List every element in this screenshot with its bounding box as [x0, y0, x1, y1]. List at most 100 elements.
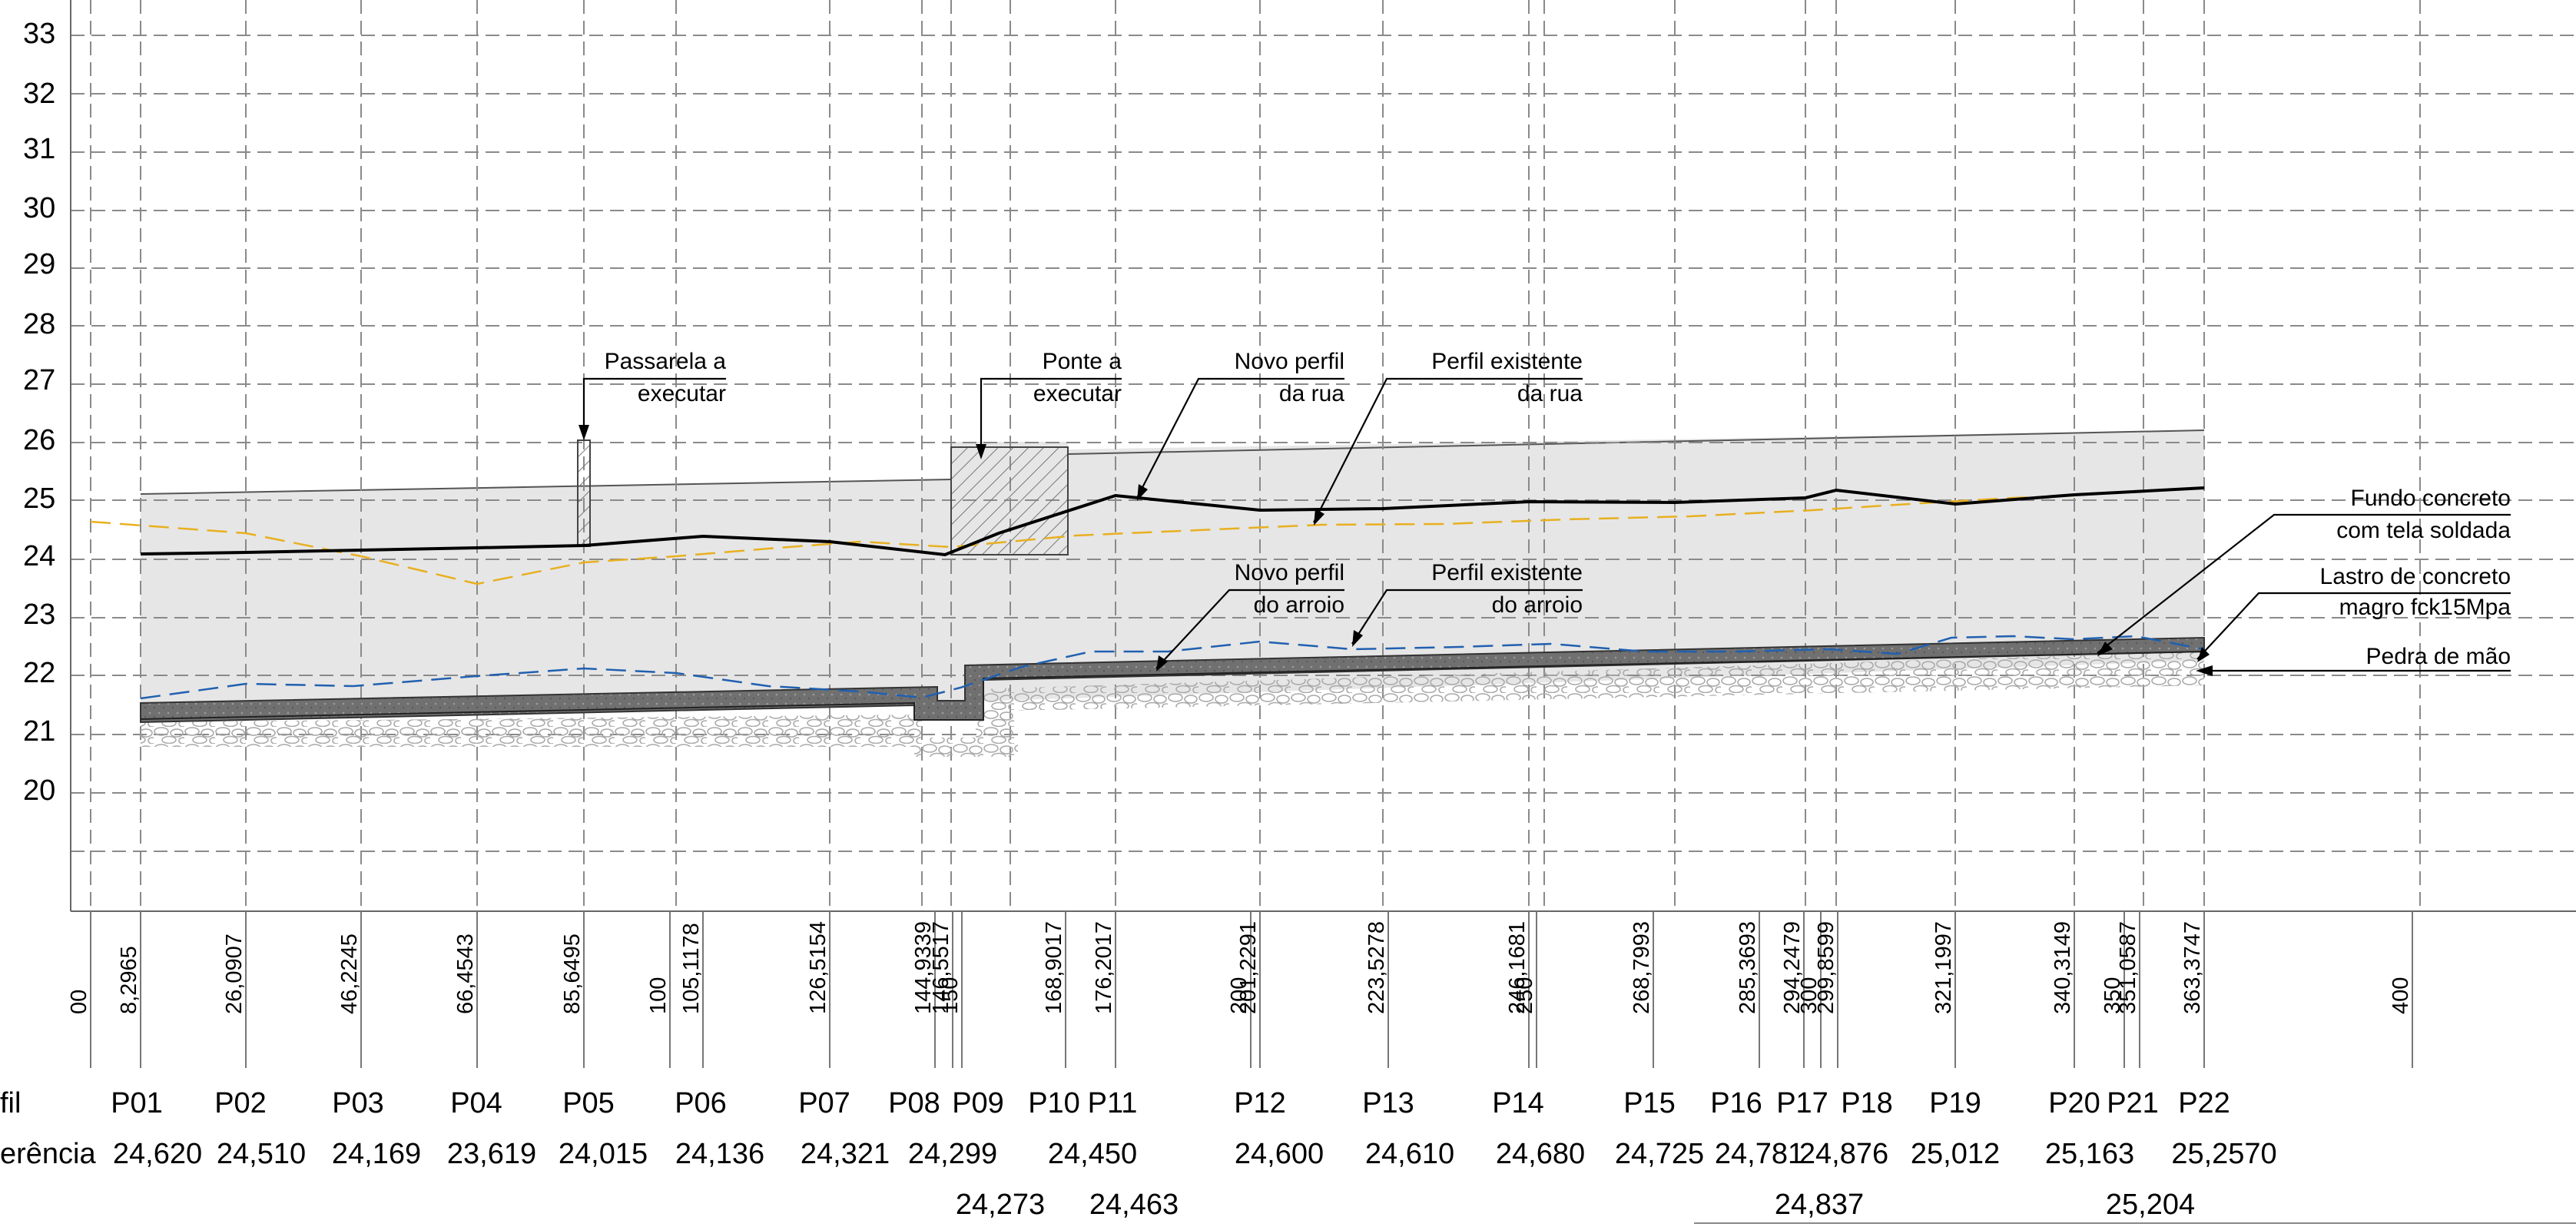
annotation-novo-arroio-1: Novo perfil: [1235, 560, 1344, 585]
reference-value: 23,619: [447, 1138, 536, 1170]
reference-value: 24,450: [1048, 1138, 1137, 1170]
station-label: 144,9339: [911, 921, 936, 1014]
reference-value: 24,781: [1715, 1138, 1804, 1170]
station-label: 321,1997: [1931, 921, 1956, 1014]
station-label: 340,3149: [2051, 921, 2075, 1014]
profile-name: P15: [1623, 1087, 1676, 1119]
new-street-profile: [140, 486, 2205, 557]
station-label: 150: [938, 977, 963, 1014]
hand-stone-layer: [141, 715, 1018, 757]
upper-boundary-line: [140, 479, 952, 495]
station-label: 100: [646, 977, 671, 1014]
profile-name: P11: [1088, 1087, 1138, 1119]
y-label-21: 21: [23, 715, 55, 748]
station-label: 246,1681: [1505, 921, 1530, 1014]
y-label-30: 30: [23, 192, 55, 224]
profile-name: P12: [1234, 1087, 1286, 1119]
y-label-33: 33: [23, 18, 55, 50]
station-label: 168,9017: [1042, 921, 1066, 1014]
annotation-ponte-2: executar: [1033, 381, 1122, 406]
reference-value-lower: 24,837: [1775, 1189, 1864, 1221]
reference-value: 24,299: [908, 1138, 997, 1170]
annotation-novo-rua-1: Novo perfil: [1235, 349, 1344, 374]
y-label-26: 26: [23, 424, 55, 456]
profile-name: P13: [1362, 1087, 1414, 1119]
y-label-28: 28: [23, 308, 55, 340]
annotation-exist-rua-1: Perfil existente: [1431, 349, 1583, 374]
station-labels: 00 8,2965 26,0907 46,2245 66,4543 85,6495 100 1…: [67, 921, 2413, 1014]
station-label: 00: [67, 990, 91, 1014]
profile-name: P10: [1028, 1087, 1080, 1119]
annotation-exist-arroio-2: do arroio: [1492, 592, 1583, 618]
station-label: 46,2245: [337, 934, 362, 1014]
profile-names: P01 P02 P03 P04 P05 P06 P07 P08 P09 P10 P11 P12 P13 P…: [111, 1087, 2230, 1119]
y-axis-labels: 33 32 31 30 29 28 27 26 25 24 23 22 21 2…: [23, 18, 55, 807]
station-label: 85,6495: [560, 934, 585, 1014]
annotation-novo-arroio-2: do arroio: [1254, 592, 1344, 618]
station-label: 8,2965: [117, 946, 141, 1014]
station-label: 26,0907: [222, 934, 247, 1014]
profile-name: P09: [952, 1087, 1004, 1119]
annotation-lastro-2: magro fck15Mpa: [2339, 595, 2511, 620]
profile-name: P05: [562, 1087, 615, 1119]
reference-value: 24,620: [113, 1138, 202, 1170]
leader-arrowheads: [579, 425, 2213, 676]
station-label: 400: [2389, 977, 2413, 1014]
existing-street-profile: [90, 494, 2075, 585]
station-label: 200: [1227, 977, 1252, 1014]
annotation-passarela-1: Passarela a: [605, 349, 727, 374]
profile-name: P22: [2178, 1087, 2230, 1119]
reference-value: 25,2570: [2171, 1138, 2276, 1170]
profile-name: P16: [1710, 1087, 1762, 1119]
lastro-line: [140, 651, 2205, 721]
profile-name: P14: [1492, 1087, 1544, 1119]
annotations: Passarela a executar Ponte a executar No…: [605, 349, 2511, 669]
profile-name: P06: [675, 1087, 727, 1119]
profile-name: P08: [888, 1087, 940, 1119]
reference-value: 25,163: [2045, 1138, 2134, 1170]
reference-value: 24,725: [1615, 1138, 1704, 1170]
reference-values: 24,620 24,510 24,169 23,619 24,015 24,136 24,3…: [113, 1138, 2277, 1170]
reference-value: 24,680: [1496, 1138, 1585, 1170]
y-label-23: 23: [23, 599, 55, 631]
station-label: 300: [1797, 977, 1822, 1014]
y-label-27: 27: [23, 364, 55, 396]
y-label-29: 29: [23, 248, 55, 280]
station-label: 285,3693: [1736, 921, 1760, 1014]
annotation-fundo-2: com tela soldada: [2336, 518, 2511, 543]
profile-name: P20: [2048, 1087, 2100, 1119]
profile-name: P03: [332, 1087, 384, 1119]
station-label: 299,8599: [1814, 921, 1838, 1014]
station-label: 146,5517: [929, 921, 953, 1014]
station-label: 223,5278: [1364, 921, 1389, 1014]
y-label-31: 31: [23, 133, 55, 165]
leader-lines: [582, 377, 2511, 672]
annotation-fundo-1: Fundo concreto: [2351, 486, 2511, 511]
row-label-perfil: fil: [0, 1087, 21, 1119]
profile-table: fil erência: [0, 1087, 96, 1170]
reference-value-lower: 24,273: [956, 1189, 1045, 1221]
bridge-structure: [950, 446, 1069, 555]
station-label: 363,3747: [2180, 921, 2205, 1014]
footbridge-pillar: [577, 439, 591, 547]
profile-name: P18: [1841, 1087, 1893, 1119]
reference-value: 24,136: [675, 1138, 764, 1170]
reference-value: 24,610: [1365, 1138, 1454, 1170]
grid: [71, 0, 2576, 911]
reference-value: 24,169: [332, 1138, 421, 1170]
y-label-22: 22: [23, 657, 55, 689]
annotation-ponte-1: Ponte a: [1043, 349, 1122, 374]
y-label-32: 32: [23, 78, 55, 110]
reference-value: 24,510: [217, 1138, 306, 1170]
reference-value: 25,012: [1911, 1138, 2000, 1170]
station-label: 350: [2100, 977, 2125, 1014]
y-label-25: 25: [23, 483, 55, 515]
profile-name: P17: [1776, 1087, 1828, 1119]
annotation-exist-arroio-1: Perfil existente: [1431, 560, 1583, 585]
station-label: 105,1178: [679, 923, 704, 1014]
hand-stone-layer-2: [976, 652, 2204, 738]
station-label: 351,0587: [2116, 921, 2140, 1014]
profile-name: P21: [2107, 1087, 2159, 1119]
annotation-lastro-1: Lastro de concreto: [2320, 564, 2511, 589]
